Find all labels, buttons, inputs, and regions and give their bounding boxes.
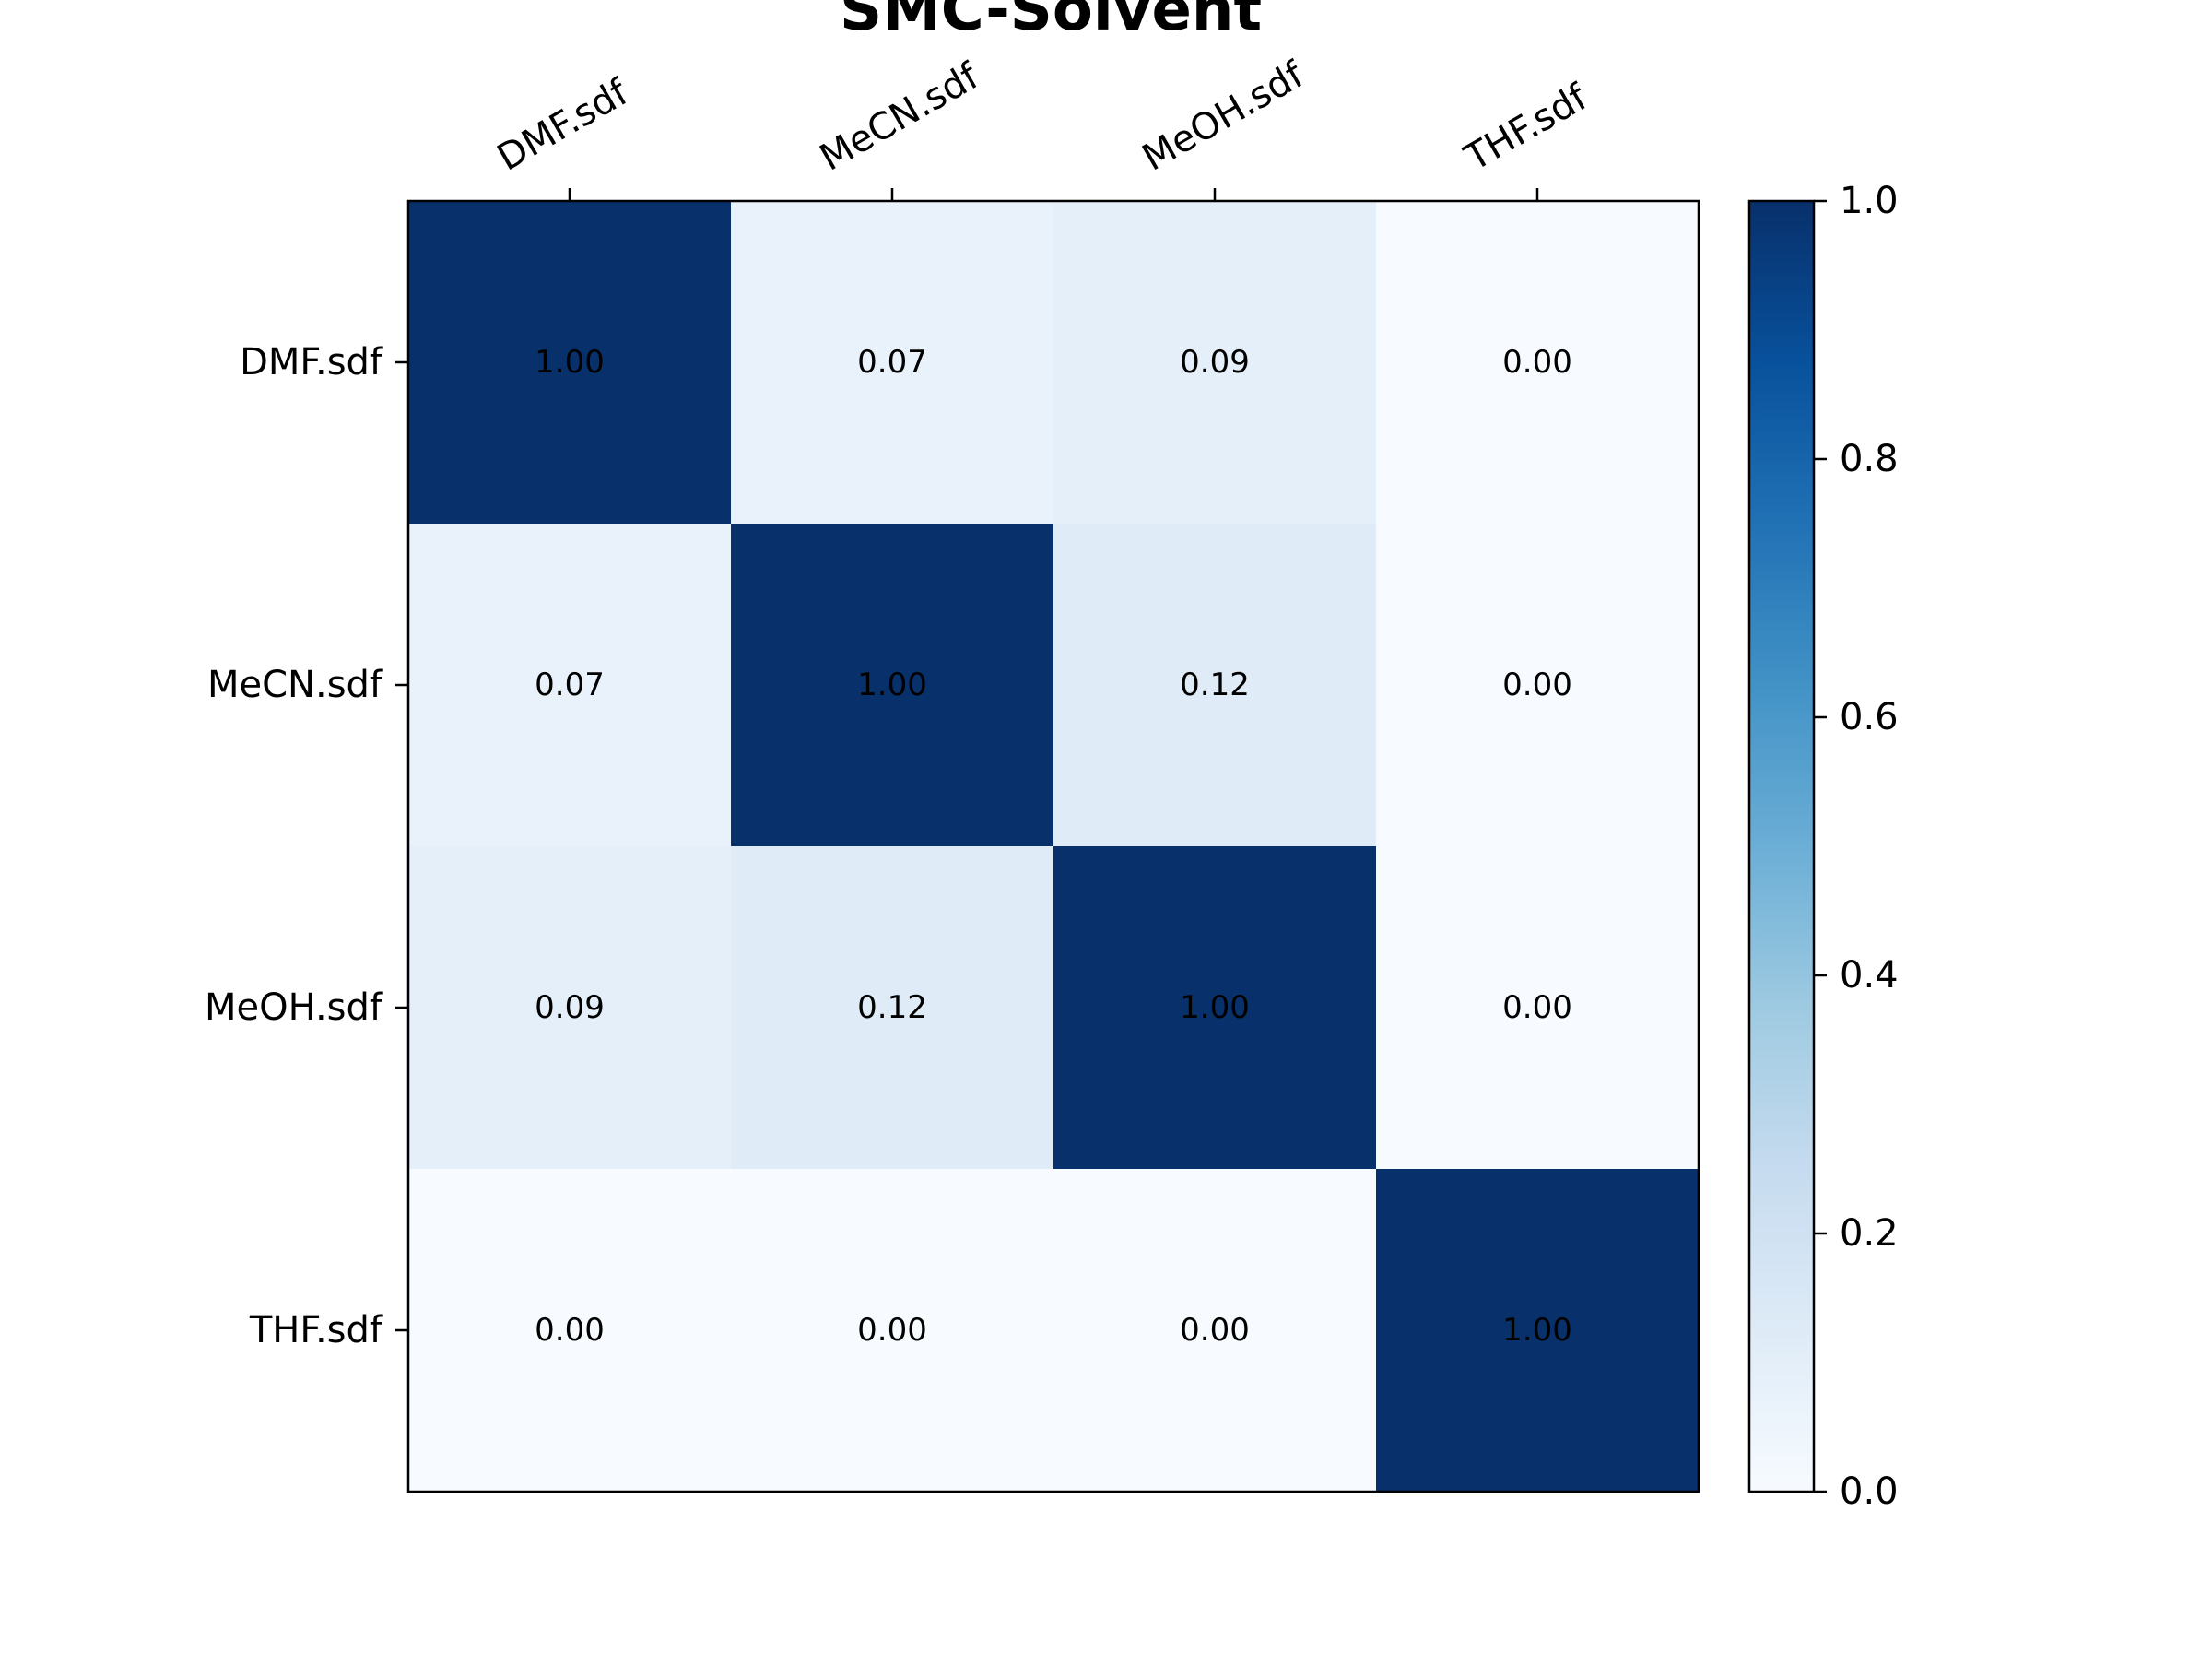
x-tick-label-3: MeOH.sdf	[1135, 53, 1312, 180]
chart-title: SMC-Solvent	[840, 0, 1262, 44]
cell-value-label-r4-c1: 0.00	[535, 1312, 605, 1349]
heatmap-cells	[408, 201, 1700, 1493]
heatmap-cell-r1-c2	[731, 201, 1054, 525]
heatmap-cell-r2-c1	[408, 524, 732, 847]
heatmap-cell-r1-c1	[408, 201, 732, 525]
x-tick-label-2: MeCN.sdf	[813, 54, 986, 179]
colorbar-tick-label-3: 0.4	[1840, 954, 1899, 997]
heatmap-cell-r4-c3	[1053, 1169, 1377, 1493]
cell-value-label-r2-c4: 0.00	[1502, 667, 1572, 703]
heatmap-cell-r3-c1	[408, 846, 732, 1170]
cell-value-label-r4-c2: 0.00	[857, 1312, 927, 1349]
cell-value-label-r3-c1: 0.09	[535, 989, 605, 1026]
heatmap-cell-r2-c2	[731, 524, 1054, 847]
heatmap-cell-r1-c3	[1053, 201, 1377, 525]
heatmap-cell-r3-c3	[1053, 846, 1377, 1170]
heatmap-cell-r3-c4	[1376, 846, 1700, 1170]
colorbar-tick-label-5: 0.8	[1840, 438, 1899, 480]
plot-frame	[406, 199, 1700, 1493]
heatmap-cell-r4-c2	[731, 1169, 1054, 1493]
cell-value-label-r3-c2: 0.12	[857, 989, 927, 1026]
y-tick-label-3: MeOH.sdf	[205, 986, 383, 1029]
colorbar: 0.0 0.2 0.4 0.6 0.8 1.0	[1747, 180, 1899, 1513]
cell-value-label-r2-c3: 0.12	[1180, 667, 1250, 703]
y-tick-label-4: THF.sdf	[249, 1309, 383, 1351]
cell-value-label-r1-c2: 0.07	[857, 344, 927, 381]
x-tick-label-4: THF.sdf	[1457, 76, 1594, 180]
colorbar-tick-label-2: 0.2	[1840, 1212, 1899, 1255]
cell-value-label-r2-c1: 0.07	[535, 667, 605, 703]
colorbar-tick-label-4: 0.6	[1840, 696, 1899, 738]
colorbar-tick-label-6: 1.0	[1840, 180, 1899, 222]
heatmap-cell-r2-c3	[1053, 524, 1377, 847]
heatmap-cell-r3-c2	[731, 846, 1054, 1170]
colorbar-tick-label-1: 0.0	[1840, 1470, 1899, 1513]
y-tick-label-2: MeCN.sdf	[207, 664, 383, 706]
y-tick-label-1: DMF.sdf	[240, 341, 383, 384]
colorbar-gradient	[1747, 199, 1816, 1493]
heatmap-cell-r2-c4	[1376, 524, 1700, 847]
cell-value-label-r3-c4: 0.00	[1502, 989, 1572, 1026]
cell-value-label-r1-c1: 1.00	[535, 344, 605, 381]
cell-value-label-r3-c3: 1.00	[1180, 989, 1250, 1026]
heatmap-cell-r4-c1	[408, 1169, 732, 1493]
heatmap-cell-r4-c4	[1376, 1169, 1700, 1493]
x-tick-label-1: DMF.sdf	[490, 71, 636, 180]
cell-value-label-r1-c4: 0.00	[1502, 344, 1572, 381]
heatmap-cell-r1-c4	[1376, 201, 1700, 525]
cell-value-labels: 1.00 0.07 0.09 0.00 0.07 1.00 0.12 0.00 0.09 0.12…	[535, 344, 1572, 1349]
cell-value-label-r1-c3: 0.09	[1180, 344, 1250, 381]
cell-value-label-r2-c2: 1.00	[857, 667, 927, 703]
cell-value-label-r4-c3: 0.00	[1180, 1312, 1250, 1349]
cell-value-label-r4-c4: 1.00	[1502, 1312, 1572, 1349]
